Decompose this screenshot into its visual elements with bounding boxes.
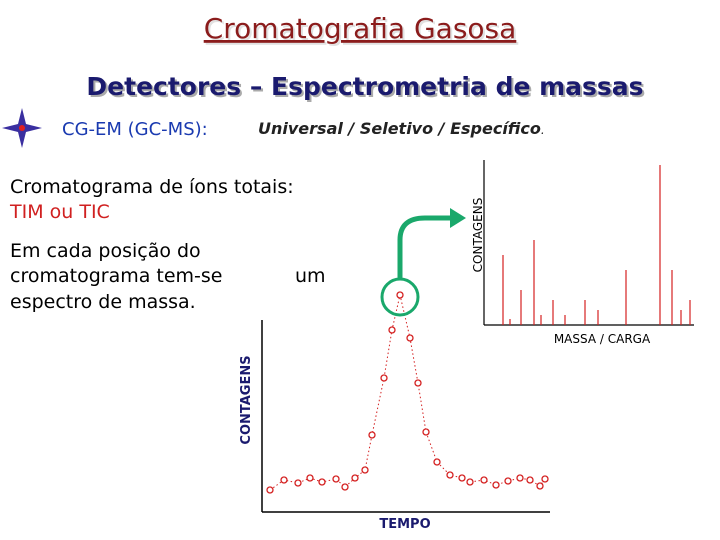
body-line: cromatograma tem-se (10, 265, 223, 287)
spectrum-x-label: MASSA / CARGA (554, 332, 651, 346)
subtitle: Detectores – Espectrometria de massas (86, 72, 643, 101)
chromatogram-x-label: TEMPO (379, 517, 430, 532)
spectrum (483, 160, 694, 326)
subtitle-shadow: Detectores – Espectrometria de massas (88, 74, 645, 103)
body-highlight: TIM ou TIC (9, 201, 110, 223)
title: Cromatografia Gasosa (204, 12, 517, 45)
bullet-label: CG-EM (GC-MS): (62, 119, 208, 140)
body-line: espectro de massa. (10, 291, 196, 313)
spectrum-y-label: CONTAGENS (471, 198, 485, 273)
title-shadow: Cromatografia Gasosa (206, 14, 519, 47)
bullet-end: . (541, 123, 545, 137)
chromatogram (261, 208, 550, 513)
bullet-text: Universal / Seletivo / Específico. (258, 119, 545, 138)
body-line: um (295, 265, 326, 287)
bullet-text-main: Universal / Seletivo / Específico (258, 119, 541, 138)
chromatogram-y-label: CONTAGENS (239, 355, 254, 444)
body-heading: Cromatograma de íons totais: (10, 176, 294, 198)
bullet-star (2, 108, 42, 148)
body-line: Em cada posição do (10, 240, 201, 262)
